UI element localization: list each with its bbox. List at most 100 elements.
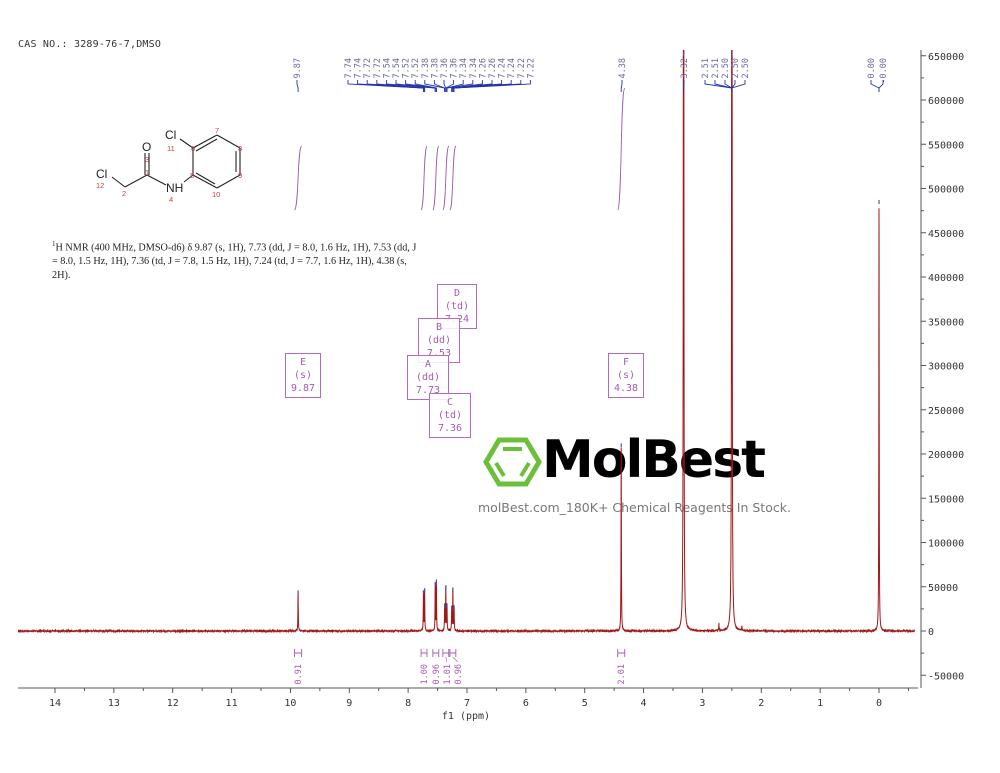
atom-number: 7	[215, 126, 219, 135]
integral-value: 1.01	[443, 664, 453, 684]
peak-label: 7.74	[344, 58, 354, 78]
x-tick-label: 7	[464, 698, 470, 709]
bond	[179, 138, 194, 149]
multiplet-label: D (td)	[444, 288, 470, 312]
atom-number: 12	[96, 181, 104, 190]
multiplet-shift: 9.87	[290, 383, 316, 394]
multiplet-shift: 7.53	[426, 348, 452, 359]
peak-label: 7.74	[354, 58, 364, 78]
x-tick-label: 13	[108, 698, 120, 709]
bond	[195, 138, 218, 152]
y-tick-label: 100000	[928, 539, 964, 550]
integral-bracket	[617, 649, 626, 657]
peak-label-connector	[870, 80, 880, 92]
atom-o: O	[142, 140, 151, 154]
integral-curve	[420, 145, 428, 211]
integral-curve	[432, 145, 440, 211]
multiplet-box-f: F (s) 4.38	[608, 353, 644, 398]
peak-label-connector	[395, 80, 436, 92]
y-tick-label: 600000	[928, 96, 964, 107]
y-tick-label: 650000	[928, 52, 964, 63]
peak-label-connector	[724, 80, 733, 92]
multiplet-label: C (td)	[437, 397, 463, 421]
multiplet-label: F (s)	[616, 357, 636, 381]
bond	[216, 174, 241, 189]
peak-label-connector	[620, 80, 623, 92]
integral-curve	[449, 145, 457, 211]
peak-label: 2.51	[711, 58, 721, 78]
peak-label: 2.50	[721, 58, 731, 78]
bond	[192, 174, 218, 189]
integral-value: 0.96	[432, 664, 442, 684]
multiplet-label: A (dd)	[415, 359, 441, 383]
atom-number: 1	[145, 168, 149, 177]
bond	[216, 134, 241, 149]
peak-label: 3.32	[680, 58, 690, 78]
peak-label-connector	[414, 80, 437, 92]
x-tick-label: 8	[405, 698, 411, 709]
superscript-1: 1	[52, 240, 56, 248]
nmr-description: 1H NMR (400 MHz, DMSO-d6) δ 9.87 (s, 1H)…	[52, 237, 422, 283]
x-tick-label: 0	[876, 698, 882, 709]
peak-label: 7.22	[517, 58, 527, 78]
integral-value: 1.00	[420, 664, 430, 684]
atom-nh: NH	[166, 181, 183, 195]
integral-curves	[294, 87, 626, 211]
y-tick-label: 0	[928, 627, 934, 638]
y-tick-label: 300000	[928, 362, 964, 373]
peak-label-connector	[445, 80, 455, 92]
watermark-tagline: molBest.com_180K+ Chemical Reagents In S…	[478, 500, 791, 515]
atom-number: 2	[122, 189, 126, 198]
nmr-description-text: H NMR (400 MHz, DMSO-d6) δ 9.87 (s, 1H),…	[52, 242, 417, 282]
atom-cl: Cl	[165, 128, 176, 142]
peak-label: 7.34	[469, 58, 479, 78]
x-tick-label: 2	[758, 698, 764, 709]
watermark-name: MolBest	[542, 430, 766, 490]
integral-leader	[452, 656, 459, 663]
x-tick-label: 1	[817, 698, 823, 709]
integral-curve	[617, 87, 626, 211]
peak-label: 7.22	[526, 58, 536, 78]
peak-label: 2.50	[731, 58, 741, 78]
x-tick-label: 5	[582, 698, 588, 709]
peak-label: 7.26	[478, 58, 488, 78]
atom-number: 5	[190, 171, 194, 180]
peak-label: 7.38	[421, 58, 431, 78]
x-axis: 14 13 12 11 10 9 8 7 6 5 4 3 2 1 0	[18, 687, 918, 709]
x-tick-label: 10	[284, 698, 296, 709]
peak-label: 7.52	[402, 58, 412, 78]
atom-number: 8	[238, 144, 242, 153]
integral-leader	[445, 656, 448, 663]
peak-label-connector	[453, 80, 531, 92]
peak-label: 7.38	[430, 58, 440, 78]
peak-label: 7.72	[373, 58, 383, 78]
integral-bracket	[442, 649, 450, 657]
y-tick-label: 500000	[928, 185, 964, 196]
y-tick-label: 150000	[928, 494, 964, 505]
y-tick-label: 550000	[928, 140, 964, 151]
atom-number: 6	[191, 144, 195, 153]
peak-label-connector	[878, 80, 884, 92]
peak-label-connector	[731, 80, 746, 92]
integral-bracket	[294, 649, 303, 657]
atom-number: 4	[169, 195, 173, 204]
multiplet-label: E (s)	[293, 357, 313, 381]
x-axis-label: f1 (ppm)	[442, 711, 490, 722]
atom-cl: Cl	[96, 167, 107, 181]
multiplet-box-e: E (s) 9.87	[285, 353, 321, 398]
integral-value: 0.91	[294, 664, 304, 684]
peak-label: 7.54	[392, 58, 402, 78]
peak-label: 7.52	[411, 58, 421, 78]
atom-number: 11	[167, 144, 175, 153]
multiplet-shift: 4.38	[613, 383, 639, 394]
bond	[111, 176, 126, 188]
y-tick-label: -50000	[928, 671, 964, 682]
bond	[183, 174, 194, 183]
integral-bracket	[449, 649, 457, 657]
integral-curve	[294, 145, 303, 211]
multiplet-box-a: A (dd) 7.73	[407, 355, 449, 400]
peak-label: -0.00	[879, 58, 889, 84]
x-tick-label: 3	[699, 698, 705, 709]
peak-label-connector	[376, 80, 426, 92]
